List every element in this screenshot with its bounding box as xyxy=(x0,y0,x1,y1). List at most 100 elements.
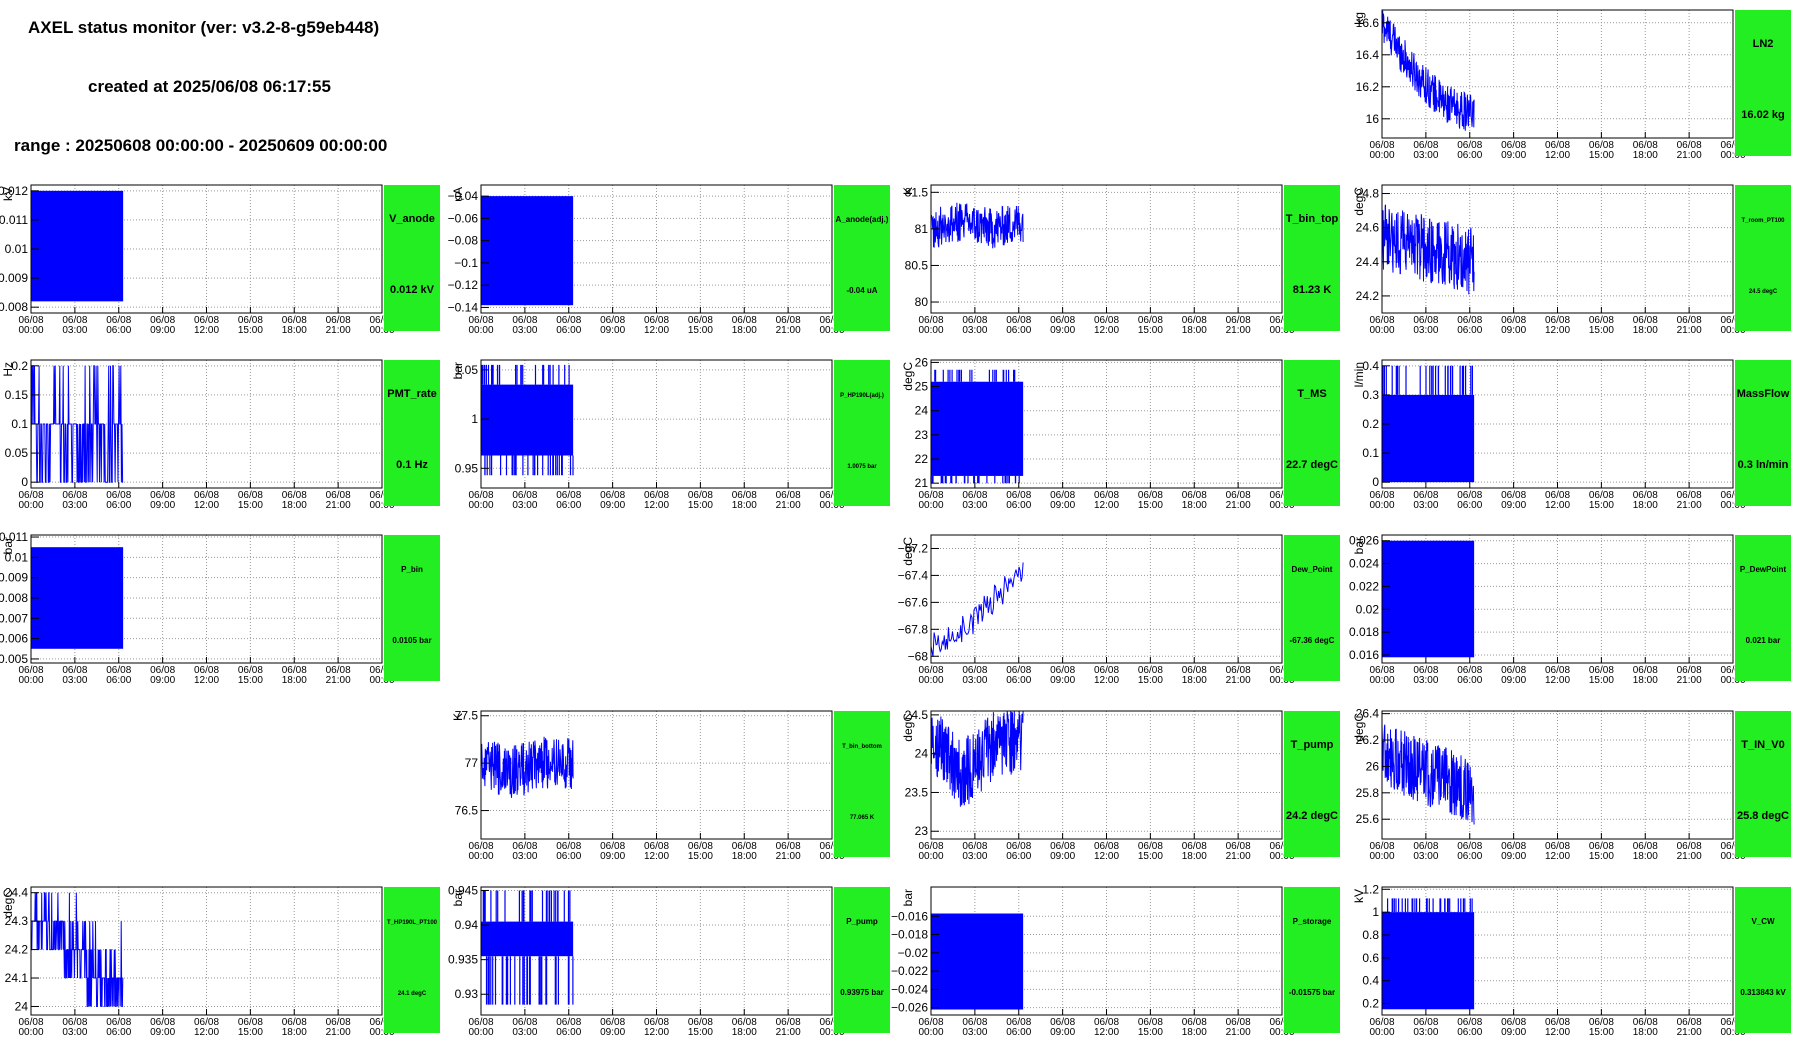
status-value: 0.012 kV xyxy=(390,284,435,296)
x-tick-date: 06/08 xyxy=(1369,665,1394,676)
y-tick-label: −68 xyxy=(908,649,929,663)
x-tick-date: 06/08 xyxy=(238,665,263,676)
status-value: 0.313843 kV xyxy=(1740,988,1786,997)
x-tick-time: 15:00 xyxy=(238,325,263,336)
x-tick-date: 06/08 xyxy=(512,490,537,501)
x-tick-date: 06/08 xyxy=(644,315,669,326)
status-name: A_anode(adj.) xyxy=(836,215,889,224)
x-tick-time: 00:00 xyxy=(468,1027,493,1038)
x-tick-time: 09:00 xyxy=(150,1027,175,1038)
x-tick-time: 03:00 xyxy=(1413,150,1438,161)
x-tick-time: 15:00 xyxy=(1138,851,1163,862)
y-tick-label: 0.008 xyxy=(0,591,28,605)
y-tick-label: 0.026 xyxy=(1349,534,1379,548)
x-tick-time: 06:00 xyxy=(1457,325,1482,336)
plot-t-bin-top: 06/0800:0006/0803:0006/0806:0006/0809:00… xyxy=(901,184,1340,336)
plot-pmt-rate: 06/0800:0006/0803:0006/0806:0006/0809:00… xyxy=(1,359,440,511)
y-tick-label: −0.12 xyxy=(448,278,479,292)
status-value: 24.2 degC xyxy=(1286,810,1338,822)
x-tick-time: 00:00 xyxy=(1369,500,1394,511)
page-title: AXEL status monitor (ver: v3.2-8-g59eb44… xyxy=(28,18,380,37)
x-tick-date: 06/08 xyxy=(1501,1017,1526,1028)
x-tick-date: 06/08 xyxy=(962,1017,987,1028)
x-tick-time: 18:00 xyxy=(1633,150,1658,161)
x-tick-time: 12:00 xyxy=(1545,675,1570,686)
x-tick-date: 06/08 xyxy=(1677,665,1702,676)
status-name: P_pump xyxy=(846,917,878,926)
x-tick-date: 06/08 xyxy=(194,665,219,676)
x-tick-time: 00:00 xyxy=(1269,325,1294,336)
x-tick-date: 06/08 xyxy=(1589,140,1614,151)
status-value: 0.0105 bar xyxy=(392,636,431,645)
x-tick-time: 00:00 xyxy=(1720,150,1745,161)
created-timestamp: created at 2025/06/08 06:17:55 xyxy=(88,77,331,96)
y-axis-unit: Hz xyxy=(1,362,15,377)
y-tick-label: 24 xyxy=(15,999,29,1013)
x-tick-date: 06/08 xyxy=(282,490,307,501)
y-tick-label: 26.2 xyxy=(1356,733,1380,747)
x-tick-time: 15:00 xyxy=(1589,675,1614,686)
x-tick-time: 00:00 xyxy=(1269,851,1294,862)
y-tick-label: 0.024 xyxy=(1349,557,1379,571)
y-tick-label: 0.011 xyxy=(0,530,28,544)
y-tick-label: 0.945 xyxy=(448,883,478,897)
x-tick-date: 06/08 xyxy=(512,841,537,852)
y-tick-label: 0.016 xyxy=(1349,648,1379,662)
x-tick-date: 06/08 xyxy=(600,1017,625,1028)
data-line xyxy=(930,710,1024,807)
x-tick-time: 03:00 xyxy=(962,851,987,862)
x-tick-time: 00:00 xyxy=(1720,500,1745,511)
y-tick-label: 24 xyxy=(915,404,929,418)
x-tick-date: 06/08 xyxy=(1094,315,1119,326)
x-tick-time: 15:00 xyxy=(1138,325,1163,336)
x-tick-time: 12:00 xyxy=(1545,851,1570,862)
y-tick-label: −67.6 xyxy=(898,595,929,609)
status-box xyxy=(834,887,890,1033)
x-tick-date: 06/09 xyxy=(369,1017,394,1028)
x-tick-time: 12:00 xyxy=(1545,1027,1570,1038)
x-tick-time: 21:00 xyxy=(1226,500,1251,511)
x-tick-date: 06/08 xyxy=(238,315,263,326)
x-tick-time: 09:00 xyxy=(150,675,175,686)
x-tick-time: 06:00 xyxy=(106,500,131,511)
y-tick-label: 1 xyxy=(471,412,478,426)
x-tick-date: 06/08 xyxy=(150,665,175,676)
x-tick-time: 00:00 xyxy=(819,325,844,336)
x-tick-time: 12:00 xyxy=(1545,325,1570,336)
x-tick-time: 21:00 xyxy=(1226,325,1251,336)
y-axis-unit: K xyxy=(901,187,915,195)
y-tick-label: −0.02 xyxy=(898,946,929,960)
x-tick-time: 15:00 xyxy=(1138,500,1163,511)
x-tick-time: 09:00 xyxy=(1050,851,1075,862)
x-tick-time: 21:00 xyxy=(1677,1027,1702,1038)
x-tick-date: 06/08 xyxy=(106,665,131,676)
x-tick-time: 15:00 xyxy=(1138,675,1163,686)
x-tick-date: 06/08 xyxy=(1138,665,1163,676)
y-tick-label: 0.3 xyxy=(1362,388,1379,402)
status-name: T_HP190L_PT100 xyxy=(387,920,438,926)
x-tick-date: 06/09 xyxy=(369,665,394,676)
plot-p-pump: 06/0800:0006/0803:0006/0806:0006/0809:00… xyxy=(448,883,890,1038)
x-tick-date: 06/08 xyxy=(1633,841,1658,852)
x-tick-time: 00:00 xyxy=(819,851,844,862)
y-tick-label: −0.018 xyxy=(891,928,928,942)
x-tick-date: 06/08 xyxy=(1413,490,1438,501)
y-tick-label: −0.1 xyxy=(454,256,478,270)
x-tick-date: 06/08 xyxy=(1633,315,1658,326)
status-box xyxy=(384,185,440,331)
x-tick-date: 06/08 xyxy=(688,490,713,501)
x-tick-time: 03:00 xyxy=(62,500,87,511)
x-tick-time: 18:00 xyxy=(1633,1027,1658,1038)
x-tick-date: 06/08 xyxy=(62,490,87,501)
x-tick-time: 00:00 xyxy=(18,675,43,686)
x-tick-date: 06/08 xyxy=(1589,841,1614,852)
x-tick-date: 06/08 xyxy=(1369,490,1394,501)
x-tick-time: 09:00 xyxy=(1501,500,1526,511)
x-tick-date: 06/08 xyxy=(1138,841,1163,852)
status-value: 81.23 K xyxy=(1293,284,1332,296)
data-spikes xyxy=(930,369,1020,484)
x-tick-date: 06/08 xyxy=(1006,1017,1031,1028)
series-data xyxy=(30,365,124,483)
x-tick-time: 21:00 xyxy=(1677,325,1702,336)
x-tick-date: 06/08 xyxy=(1094,1017,1119,1028)
